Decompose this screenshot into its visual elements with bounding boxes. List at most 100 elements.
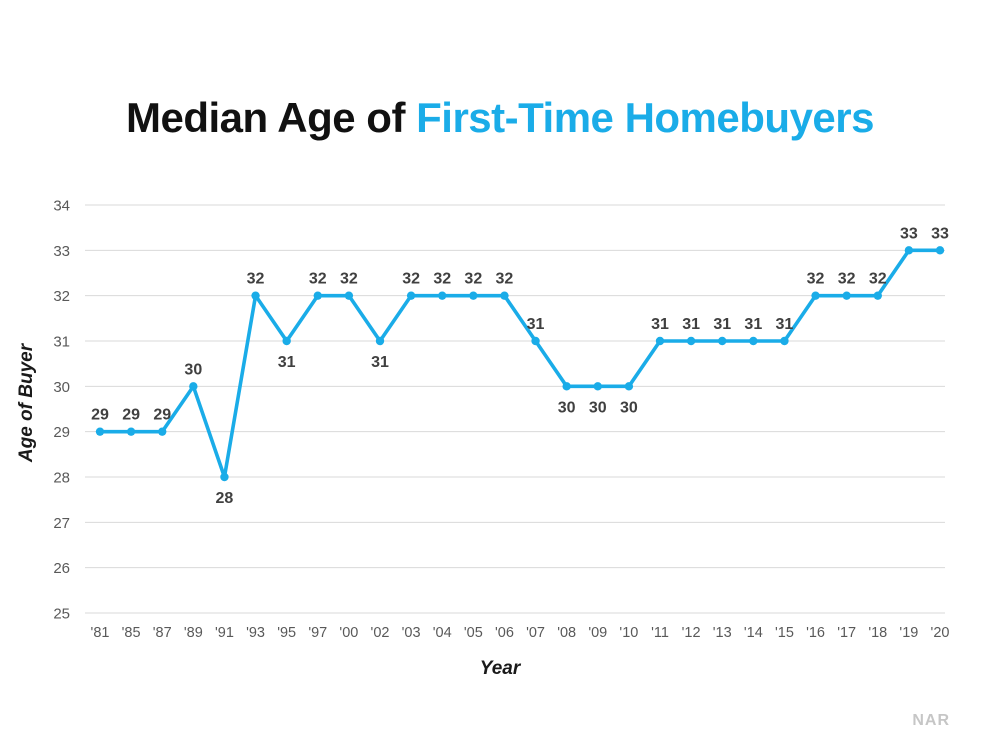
data-point-label: 31 [278,354,296,371]
data-point-marker [406,291,416,300]
x-tick-label: '95 [277,625,296,641]
x-tick-label: '04 [433,625,452,641]
data-point-label: 31 [371,354,389,371]
data-point-label: 32 [838,271,856,288]
data-point-label: 32 [340,271,358,288]
data-point-label: 31 [776,316,794,333]
y-tick-label: 27 [53,515,70,532]
data-point-label: 30 [620,399,638,416]
data-point-label: 32 [869,271,887,288]
data-point-marker [251,291,260,300]
watermark: NAR [912,712,950,729]
x-tick-label: '81 [91,625,110,641]
x-tick-label: '06 [495,625,514,641]
data-point-label: 30 [184,361,202,378]
y-tick-label: 25 [53,606,70,623]
data-point-label: 31 [651,316,669,333]
data-point-marker [624,382,634,391]
data-point-marker [531,336,540,346]
x-tick-label: '15 [775,625,794,641]
x-tick-label: '18 [868,625,887,641]
x-tick-label: '16 [806,625,825,641]
data-point-marker [749,336,758,346]
chart-title: Median Age of First-Time Homebuyers [0,94,1000,142]
data-point-label: 31 [527,316,545,333]
x-tick-label: '05 [464,625,483,641]
data-point-marker [375,336,385,346]
data-point-label: 32 [247,271,265,288]
x-tick-label: '00 [339,625,358,641]
data-point-label: 33 [900,225,918,242]
data-point-marker [935,246,945,255]
data-point-label: 29 [91,407,109,424]
data-point-marker [842,291,851,300]
data-point-label: 28 [216,490,234,507]
data-point-marker [873,291,882,300]
data-point-label: 32 [807,271,825,288]
data-point-marker [220,472,229,482]
x-tick-label: '10 [619,625,638,641]
x-tick-label: '03 [402,625,421,641]
data-point-label: 31 [744,316,762,333]
data-point-marker [500,291,509,300]
x-axis-title: Year [479,658,521,679]
y-tick-label: 33 [53,243,70,260]
data-point-marker [811,291,820,300]
x-tick-label: '93 [246,625,265,641]
x-tick-label: '08 [557,625,576,641]
x-tick-label: '11 [651,625,669,641]
x-tick-label: '14 [744,625,763,641]
y-tick-label: 29 [53,424,70,441]
data-point-marker [593,382,602,391]
x-tick-label: '02 [371,625,390,641]
x-tick-label: '19 [899,625,918,641]
data-point-marker [904,246,914,255]
x-tick-label: '13 [713,625,732,641]
data-point-label: 29 [153,407,171,424]
data-point-marker [126,427,136,436]
data-point-marker [469,291,478,300]
data-point-marker [438,291,447,300]
x-tick-label: '97 [308,625,327,641]
data-point-marker [282,336,291,346]
x-tick-label: '89 [184,625,203,641]
data-point-marker [189,382,198,391]
y-tick-label: 28 [53,470,70,487]
data-point-marker [562,382,571,391]
series-line [98,248,942,479]
data-point-label: 29 [122,407,140,424]
x-tick-label: '20 [931,625,950,641]
y-tick-label: 32 [53,288,70,305]
data-point-marker [718,336,727,346]
y-tick-label: 34 [53,198,70,215]
x-tick-label: '91 [215,625,234,641]
data-point-label: 31 [682,316,700,333]
data-point-label: 33 [931,225,949,242]
data-point-marker [158,427,167,436]
data-point-label: 32 [464,271,482,288]
y-tick-label: 31 [53,334,70,351]
data-point-label: 32 [309,271,327,288]
x-tick-label: '09 [588,625,607,641]
x-tick-label: '85 [122,625,141,641]
y-tick-label: 30 [53,379,70,396]
data-point-label: 32 [496,271,514,288]
data-point-label: 30 [558,399,576,416]
data-point-marker [686,336,696,346]
data-point-marker [655,336,665,346]
chart-title-highlight: First-Time Homebuyers [416,94,874,142]
data-point-marker [313,291,322,300]
chart-title-prefix: Median Age of [126,94,417,142]
data-point-label: 31 [713,316,731,333]
data-point-marker [344,291,354,300]
data-point-marker [780,336,789,346]
x-tick-label: '87 [153,625,172,641]
x-tick-label: '07 [526,625,545,641]
data-point-label: 30 [589,399,607,416]
data-point-label: 32 [433,271,451,288]
x-tick-label: '12 [682,625,701,641]
y-tick-label: 26 [53,560,70,577]
x-tick-label: '17 [837,625,856,641]
